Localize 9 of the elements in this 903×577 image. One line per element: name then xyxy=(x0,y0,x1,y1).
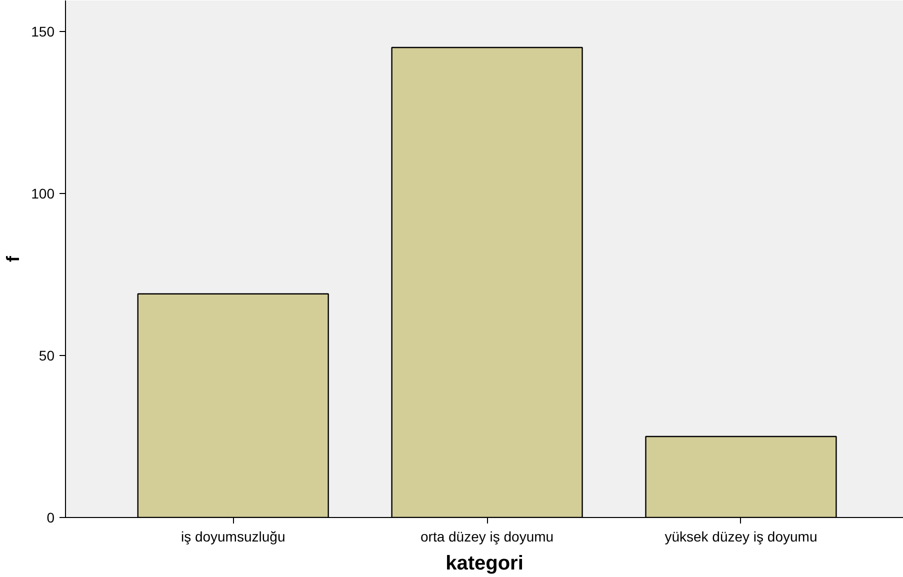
x-axis-title: kategori xyxy=(446,552,524,574)
y-tick-label: 0 xyxy=(46,510,55,526)
x-tick-label: iş doyumsuzluğu xyxy=(180,528,286,544)
x-tick-label: yüksek düzey iş doyumu xyxy=(664,528,818,544)
y-tick-label: 100 xyxy=(31,185,55,202)
y-tick-label: 150 xyxy=(31,23,55,40)
x-tick-label: orta düzey iş doyumu xyxy=(420,528,554,544)
y-axis-title: f xyxy=(3,254,24,262)
y-tick-label: 50 xyxy=(38,347,55,364)
